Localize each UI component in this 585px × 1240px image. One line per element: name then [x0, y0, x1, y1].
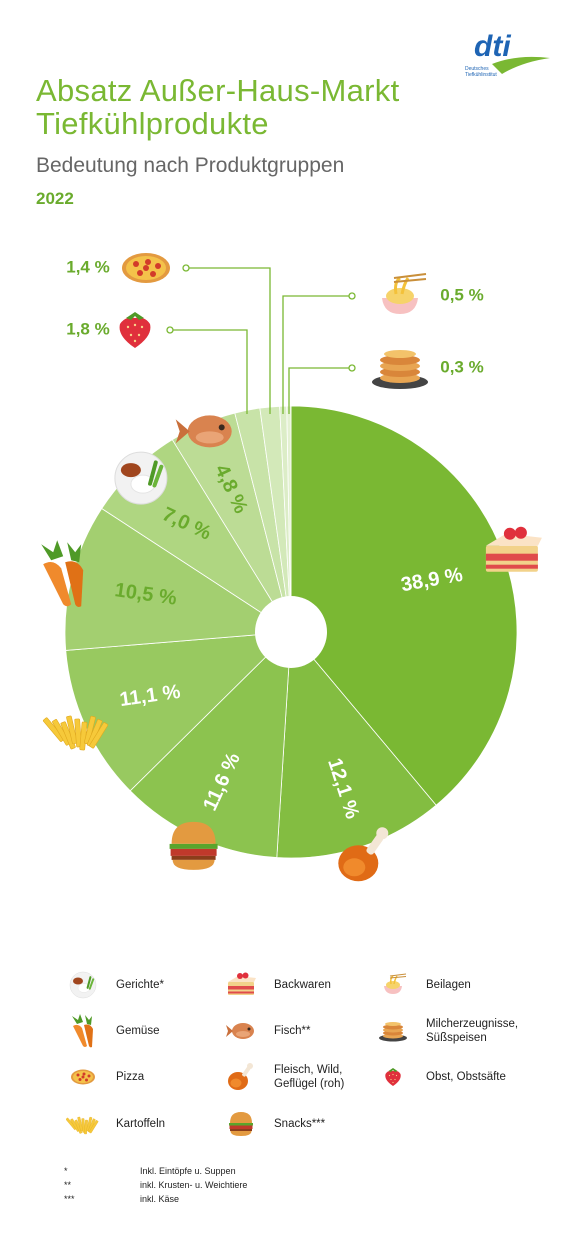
fries-icon: [65, 1107, 100, 1141]
leader-dot-9: [348, 292, 356, 300]
leader-dot-10: [348, 364, 356, 372]
legend-label: Fisch**: [274, 1025, 311, 1037]
title-line1: Absatz Außer-Haus-Markt: [36, 73, 400, 108]
legend-label: Gemüse: [116, 1025, 160, 1037]
noodles-icon: [376, 968, 410, 1002]
fries-icon: [42, 715, 109, 751]
pancakes-icon: [372, 350, 428, 389]
legend-label: Fleisch, Wild, Geflügel (roh): [274, 1064, 345, 1090]
logo-line1: Deutsches: [465, 66, 489, 72]
pancakes-icon: [376, 1014, 410, 1048]
legend-label: Beilagen: [426, 979, 471, 991]
page-title: Absatz Außer-Haus-Markt Tiefkühlprodukte: [36, 74, 400, 140]
year-label: 2022: [36, 189, 74, 208]
logo-line2: Tiefkühlinstitut: [465, 72, 497, 78]
pizza-icon: [122, 253, 170, 283]
footnote-mark: **: [64, 1180, 72, 1190]
carrot-icon: [41, 540, 84, 607]
dti-logo: dti Deutsches Tiefkühlinstitut: [462, 30, 557, 85]
donut-chart: 38,9 %12,1 %11,6 %11,1 %10,5 %7,0 %4,8 %…: [41, 253, 542, 882]
slice-label-7: 1,8 %: [66, 319, 109, 338]
leader-line-9: [282, 295, 352, 414]
pizza-icon: [66, 1060, 100, 1094]
legend-label: Pizza: [116, 1071, 145, 1083]
carrot-icon: [66, 1014, 100, 1048]
burger-icon: [169, 821, 218, 870]
leader-dot-8: [182, 264, 190, 272]
footnote-mark: *: [64, 1166, 68, 1176]
legend-label: Kartoffeln: [116, 1118, 166, 1130]
fish-icon: [224, 1014, 258, 1048]
legend-label: Milcherzeugnisse, Süßspeisen: [426, 1018, 519, 1044]
burger-icon: [224, 1107, 258, 1141]
leader-line-8: [186, 267, 271, 414]
logo-mark: dti: [474, 30, 511, 63]
legend-label: Obst, Obstsäfte: [426, 1071, 506, 1083]
donut-hole: [255, 596, 327, 668]
fish-icon: [175, 415, 232, 448]
slice-label-8: 1,4 %: [66, 257, 109, 276]
footnote-mark: ***: [64, 1194, 75, 1204]
footnote-text: inkl. Krusten- u. Weichtiere: [140, 1180, 248, 1190]
chicken-leg-icon: [224, 1060, 258, 1094]
leader-line-10: [288, 367, 352, 414]
slice-label-9: 0,5 %: [440, 285, 483, 304]
slice-label-10: 0,3 %: [440, 357, 483, 376]
footnote-text: Inkl. Eintöpfe u. Suppen: [140, 1166, 236, 1176]
noodles-icon: [382, 273, 427, 314]
chicken-leg-icon: [338, 827, 389, 882]
footnote-text: inkl. Käse: [140, 1194, 180, 1204]
cake-icon: [224, 968, 258, 1002]
page-subtitle: Bedeutung nach Produktgruppen: [36, 154, 345, 177]
meal-plate-icon: [114, 451, 168, 505]
meal-plate-icon: [66, 968, 100, 1002]
cake-icon: [485, 526, 542, 572]
leader-line-7: [170, 329, 248, 414]
title-line2: Tiefkühlprodukte: [36, 106, 269, 141]
legend-label: Backwaren: [274, 979, 331, 991]
strawberry-icon: [119, 312, 151, 348]
leader-dot-7: [166, 326, 174, 334]
legend-label: Gerichte*: [116, 979, 164, 991]
legend-label: Snacks***: [274, 1118, 326, 1130]
strawberry-icon: [376, 1060, 410, 1094]
